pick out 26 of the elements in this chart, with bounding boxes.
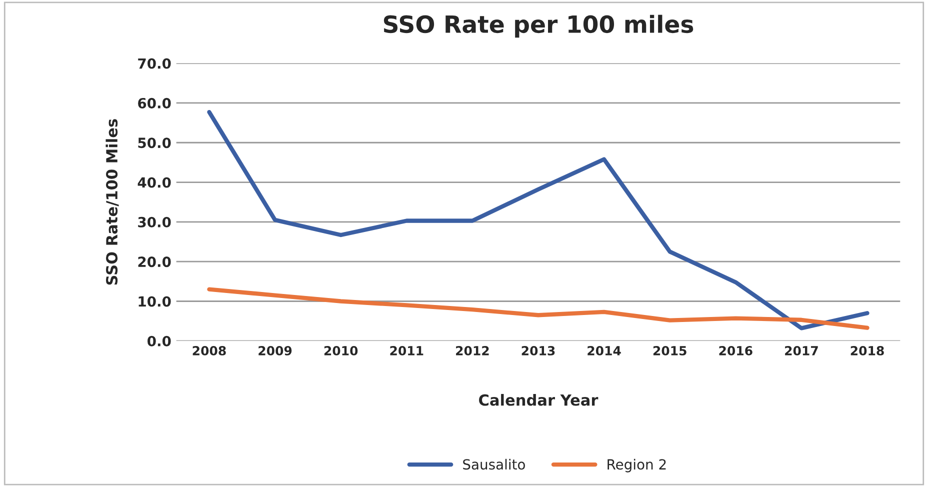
x-tick-label: 2017 xyxy=(785,346,818,356)
y-tick-label: 30.0 xyxy=(138,216,171,228)
y-axis-title: SSO Rate/100 Miles xyxy=(106,119,119,285)
x-tick-label: 2016 xyxy=(719,346,752,356)
x-tick-label: 2012 xyxy=(456,346,489,356)
x-tick-label: 2009 xyxy=(258,346,292,356)
x-tick-label: 2018 xyxy=(850,346,884,356)
x-tick-label: 2014 xyxy=(588,346,621,356)
y-tick-label: 10.0 xyxy=(138,296,171,307)
x-axis-title: Calendar Year xyxy=(479,394,598,406)
legend-label: Sausalito xyxy=(463,458,525,470)
line-series xyxy=(207,110,870,330)
x-tick-label: 2010 xyxy=(324,346,358,356)
x-tick-label: 2013 xyxy=(522,346,555,356)
y-tick-label: 50.0 xyxy=(138,138,171,148)
x-tick-label: 2008 xyxy=(192,346,226,356)
y-tick-label: 20.0 xyxy=(138,256,171,268)
y-tick-label: 40.0 xyxy=(138,177,171,188)
x-tick-label: 2015 xyxy=(653,346,686,356)
legend-label: Region 2 xyxy=(608,458,666,472)
line-series xyxy=(207,287,870,330)
y-tick-label: 0.0 xyxy=(148,336,171,346)
y-tick-label: 70.0 xyxy=(138,58,171,69)
x-tick-label: 2011 xyxy=(390,346,424,356)
chart-title: SSO Rate per 100 miles xyxy=(384,14,694,38)
y-tick-label: 60.0 xyxy=(138,98,171,108)
